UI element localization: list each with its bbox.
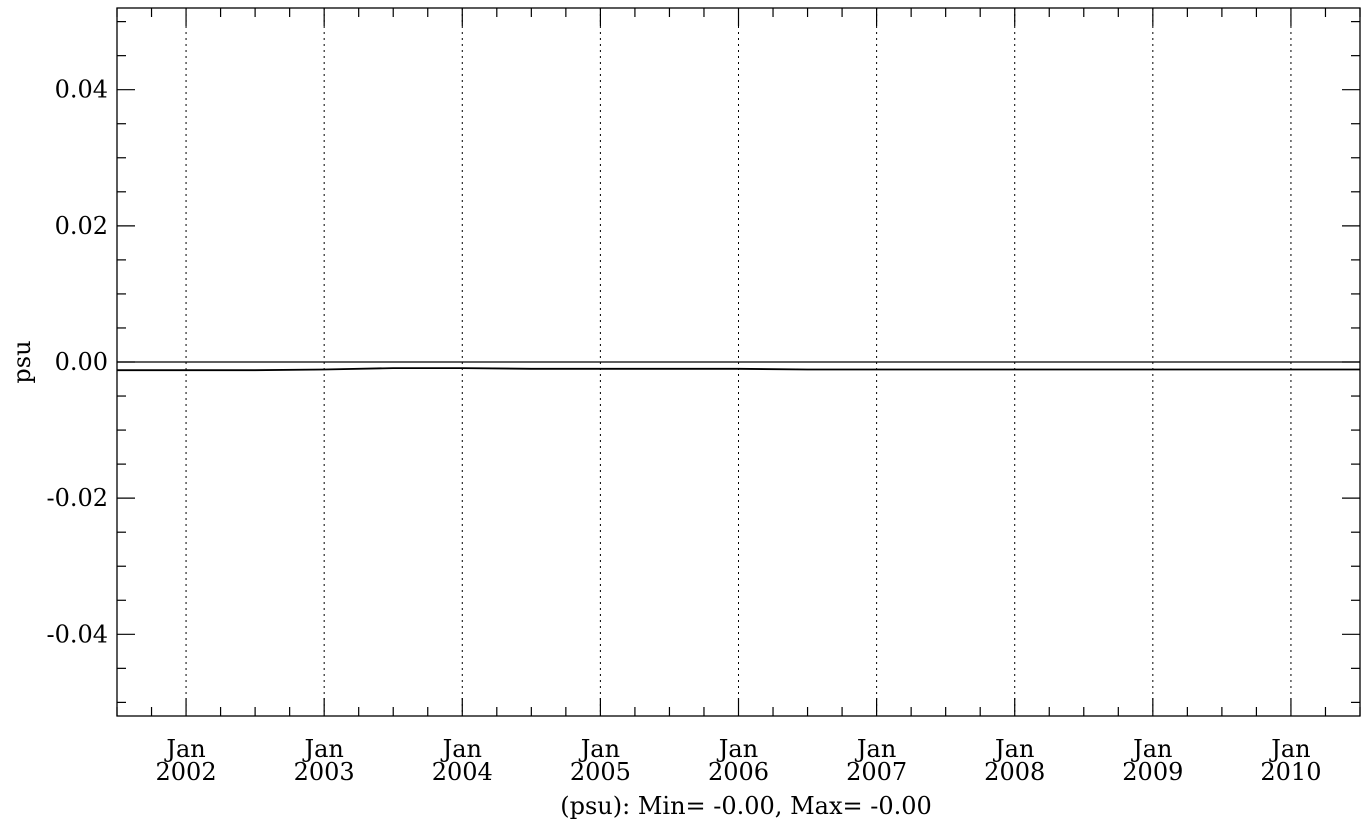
x-tick-label-month: Jan <box>1130 735 1172 763</box>
x-tick-label-month: Jan <box>854 735 896 763</box>
series-line <box>117 367 1360 372</box>
plot-frame <box>116 7 1361 717</box>
x-tick-label-year: 2009 <box>1122 758 1183 786</box>
x-axis-label: (psu): Min= -0.00, Max= -0.00 <box>560 792 932 820</box>
tick-layer <box>116 8 1361 716</box>
x-tick-label-month: Jan <box>1268 735 1310 763</box>
x-tick-label-year: 2004 <box>432 758 493 786</box>
y-tick-label: 0.02 <box>55 212 108 240</box>
x-tick-label-month: Jan <box>163 735 205 763</box>
x-tick-label-year: 2005 <box>570 758 631 786</box>
y-tick-label: 0.00 <box>55 348 108 376</box>
x-tick-label-month: Jan <box>992 735 1034 763</box>
x-tick-label-year: 2006 <box>708 758 769 786</box>
x-tick-label-year: 2007 <box>846 758 907 786</box>
x-tick-label-year: 2010 <box>1260 758 1321 786</box>
x-tick-label-month: Jan <box>301 735 343 763</box>
label-layer: Jan2002Jan2003Jan2004Jan2005Jan2006Jan20… <box>46 76 1321 786</box>
y-axis-label: psu <box>8 340 36 383</box>
x-tick-label-year: 2008 <box>984 758 1045 786</box>
y-tick-label: -0.02 <box>46 484 108 512</box>
y-tick-label: -0.04 <box>46 620 108 648</box>
x-tick-label-year: 2002 <box>156 758 217 786</box>
x-tick-label-month: Jan <box>716 735 758 763</box>
x-tick-label-month: Jan <box>440 735 482 763</box>
series-layer <box>117 361 1360 372</box>
x-tick-label-year: 2003 <box>294 758 355 786</box>
x-tick-label-month: Jan <box>578 735 620 763</box>
y-tick-label: 0.04 <box>55 76 108 104</box>
